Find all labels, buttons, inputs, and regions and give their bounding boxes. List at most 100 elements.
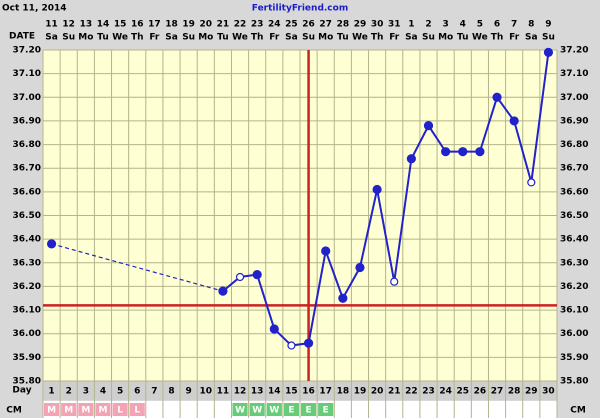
weekday-label: Fr [389,33,400,43]
cm-cell [95,403,111,416]
day-label: 14 [268,387,281,397]
y-tick-label: 36.40 [13,235,41,245]
day-label: 28 [508,387,521,397]
y-tick-label: 36.20 [560,282,588,292]
date-label: 5 [477,20,483,30]
cm-label: L [117,406,123,416]
y-tick-label: 37.20 [13,46,41,56]
temperature-point [492,92,502,102]
date-label: 8 [528,20,534,30]
day-label: 21 [388,387,401,397]
y-tick-label: 37.10 [13,69,41,79]
y-tick-label: 35.80 [560,377,588,387]
y-tick-label: 36.50 [560,211,588,221]
date-label: 16 [131,20,144,30]
weekday-label: Th [131,33,144,43]
gap-connector [51,243,224,292]
date-label: 31 [388,20,401,30]
y-tick-label: 36.50 [13,211,41,221]
cm-cell [61,403,77,416]
date-label: 18 [165,20,178,30]
date-label: 30 [371,20,384,30]
cm-label: W [235,406,245,416]
date-label: 12 [62,20,75,30]
day-label: 5 [117,387,123,397]
date-label: 4 [460,20,466,30]
y-tick-label: 36.30 [13,258,41,268]
date-label: 2 [425,20,431,30]
temperature-point [543,47,554,57]
weekday-label: Su [542,33,555,43]
date-row-label: DATE [9,32,35,42]
y-tick-label: 36.10 [13,306,41,316]
cm-label: E [323,406,329,416]
cm-label: E [288,406,294,416]
weekday-label: We [112,33,128,43]
weekday-label: Mo [318,33,333,43]
temperature-point [475,147,485,157]
day-row-label: Day [12,386,31,396]
weekday-label: Tu [457,33,469,43]
y-tick-label: 37.20 [560,46,588,56]
cm-label: M [47,406,56,416]
day-label: 7 [151,387,157,397]
y-tick-label: 36.20 [13,282,41,292]
weekday-label: Mo [198,33,213,43]
cm-cell [301,403,317,416]
cm-cell [78,403,94,416]
weekday-label: Mo [438,33,453,43]
day-label: 8 [168,387,174,397]
day-label: 20 [371,387,384,397]
temperature-point [527,178,536,187]
date-label: 13 [80,20,93,30]
temperature-point [390,277,399,286]
cm-cell [249,403,265,416]
date-label: 15 [114,20,127,30]
date-label: 14 [97,20,110,30]
cm-label: M [64,406,73,416]
temperature-point [338,293,348,303]
temperature-point [303,338,314,348]
day-label: 1 [48,387,54,397]
weekday-label: Sa [45,33,58,43]
temperature-point [406,154,416,164]
y-tick-label: 36.10 [560,306,588,316]
day-label: 13 [251,387,264,397]
y-tick-label: 36.00 [560,329,588,339]
day-label: 23 [422,387,435,397]
date-label: 20 [200,20,213,30]
cm-row-label: CM [6,406,22,416]
cm-cell [318,403,334,416]
weekday-label: We [232,33,248,43]
y-tick-label: 36.00 [13,329,41,339]
weekday-label: Th [251,33,264,43]
y-tick-label: 36.40 [560,235,588,245]
date-label: 24 [268,20,281,30]
site-name: FertilityFriend.com [252,4,348,14]
weekday-label: Su [62,33,75,43]
temperature-point [355,262,365,273]
day-label: 11 [217,387,230,397]
y-tick-label: 36.80 [560,140,588,150]
day-label: 10 [200,387,213,397]
date-label: 19 [182,20,195,30]
cm-cell [129,403,145,416]
weekday-label: Sa [165,33,178,43]
weekday-label: Fr [149,33,160,43]
day-label: 30 [542,387,555,397]
day-label: 3 [83,387,89,397]
date-label: 25 [285,20,298,30]
weekday-label: Sa [525,33,538,43]
date-label: 22 [234,20,247,30]
y-tick-label: 35.90 [13,353,41,363]
cm-cell [266,403,282,416]
cm-label: M [98,406,107,416]
weekday-label: Sa [285,33,298,43]
cm-cell [44,403,60,416]
weekday-label: Fr [509,33,520,43]
day-label: 9 [186,387,192,397]
weekday-label: Th [491,33,504,43]
y-tick-label: 35.80 [13,377,41,387]
day-label: 17 [319,387,332,397]
y-tick-label: 35.90 [560,353,588,363]
